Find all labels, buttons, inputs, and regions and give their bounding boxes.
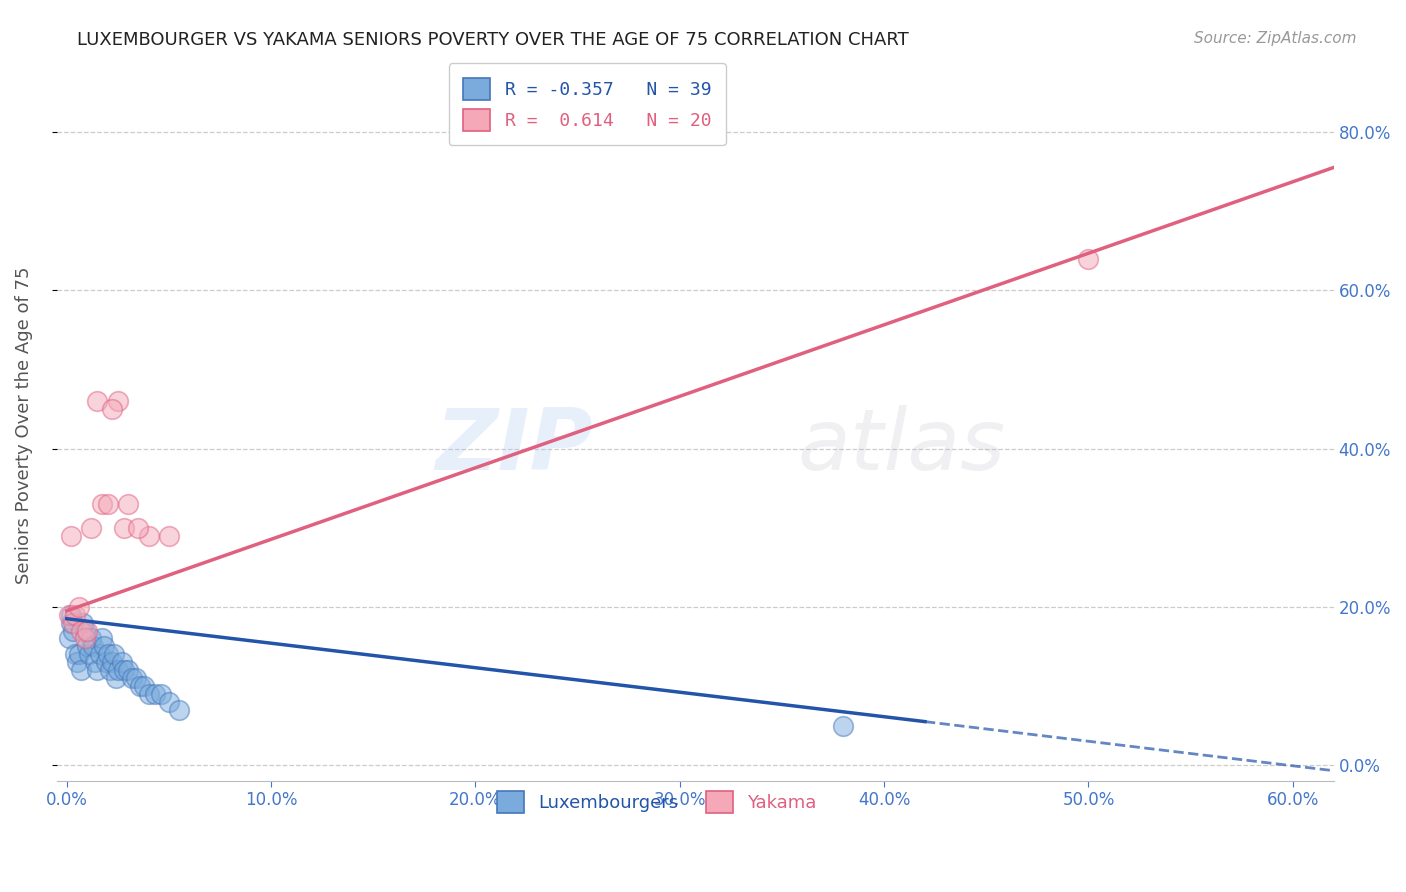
Point xyxy=(84,655,107,669)
Point xyxy=(76,624,98,638)
Point xyxy=(70,663,93,677)
Point xyxy=(67,599,90,614)
Y-axis label: Seniors Poverty Over the Age of 75: Seniors Poverty Over the Age of 75 xyxy=(15,266,32,583)
Point xyxy=(62,615,84,630)
Point xyxy=(103,648,125,662)
Point xyxy=(98,663,121,677)
Legend: Luxembourgers, Yakama: Luxembourgers, Yakama xyxy=(484,778,830,825)
Point xyxy=(58,632,80,646)
Point xyxy=(62,624,84,638)
Point xyxy=(59,615,82,630)
Point xyxy=(157,695,180,709)
Point xyxy=(149,687,172,701)
Point xyxy=(89,648,111,662)
Point xyxy=(90,632,112,646)
Point xyxy=(82,640,104,654)
Point xyxy=(93,640,115,654)
Point xyxy=(127,521,149,535)
Text: LUXEMBOURGER VS YAKAMA SENIORS POVERTY OVER THE AGE OF 75 CORRELATION CHART: LUXEMBOURGER VS YAKAMA SENIORS POVERTY O… xyxy=(77,31,910,49)
Point xyxy=(101,655,124,669)
Point xyxy=(832,718,855,732)
Point xyxy=(59,607,82,622)
Text: Source: ZipAtlas.com: Source: ZipAtlas.com xyxy=(1194,31,1357,46)
Point xyxy=(70,624,93,638)
Point xyxy=(111,655,134,669)
Text: atlas: atlas xyxy=(797,405,1005,488)
Point xyxy=(76,640,98,654)
Point xyxy=(167,703,190,717)
Point xyxy=(86,663,108,677)
Point xyxy=(97,497,120,511)
Point xyxy=(97,648,120,662)
Point xyxy=(58,607,80,622)
Point xyxy=(66,655,89,669)
Point xyxy=(112,521,135,535)
Point xyxy=(107,663,129,677)
Point xyxy=(121,671,143,685)
Point xyxy=(125,671,148,685)
Point xyxy=(117,497,139,511)
Point xyxy=(138,528,160,542)
Point xyxy=(107,394,129,409)
Text: ZIP: ZIP xyxy=(436,405,593,488)
Point xyxy=(143,687,166,701)
Point xyxy=(80,632,103,646)
Point xyxy=(63,648,86,662)
Point xyxy=(117,663,139,677)
Point xyxy=(72,615,94,630)
Point xyxy=(138,687,160,701)
Point xyxy=(63,607,86,622)
Point xyxy=(101,401,124,416)
Point xyxy=(75,624,97,638)
Point xyxy=(112,663,135,677)
Point xyxy=(1077,252,1099,266)
Point xyxy=(75,632,97,646)
Point xyxy=(104,671,127,685)
Point xyxy=(79,648,101,662)
Point xyxy=(129,679,152,693)
Point xyxy=(157,528,180,542)
Point xyxy=(90,497,112,511)
Point xyxy=(80,521,103,535)
Point xyxy=(59,528,82,542)
Point xyxy=(94,655,117,669)
Point xyxy=(86,394,108,409)
Point xyxy=(67,648,90,662)
Point xyxy=(134,679,156,693)
